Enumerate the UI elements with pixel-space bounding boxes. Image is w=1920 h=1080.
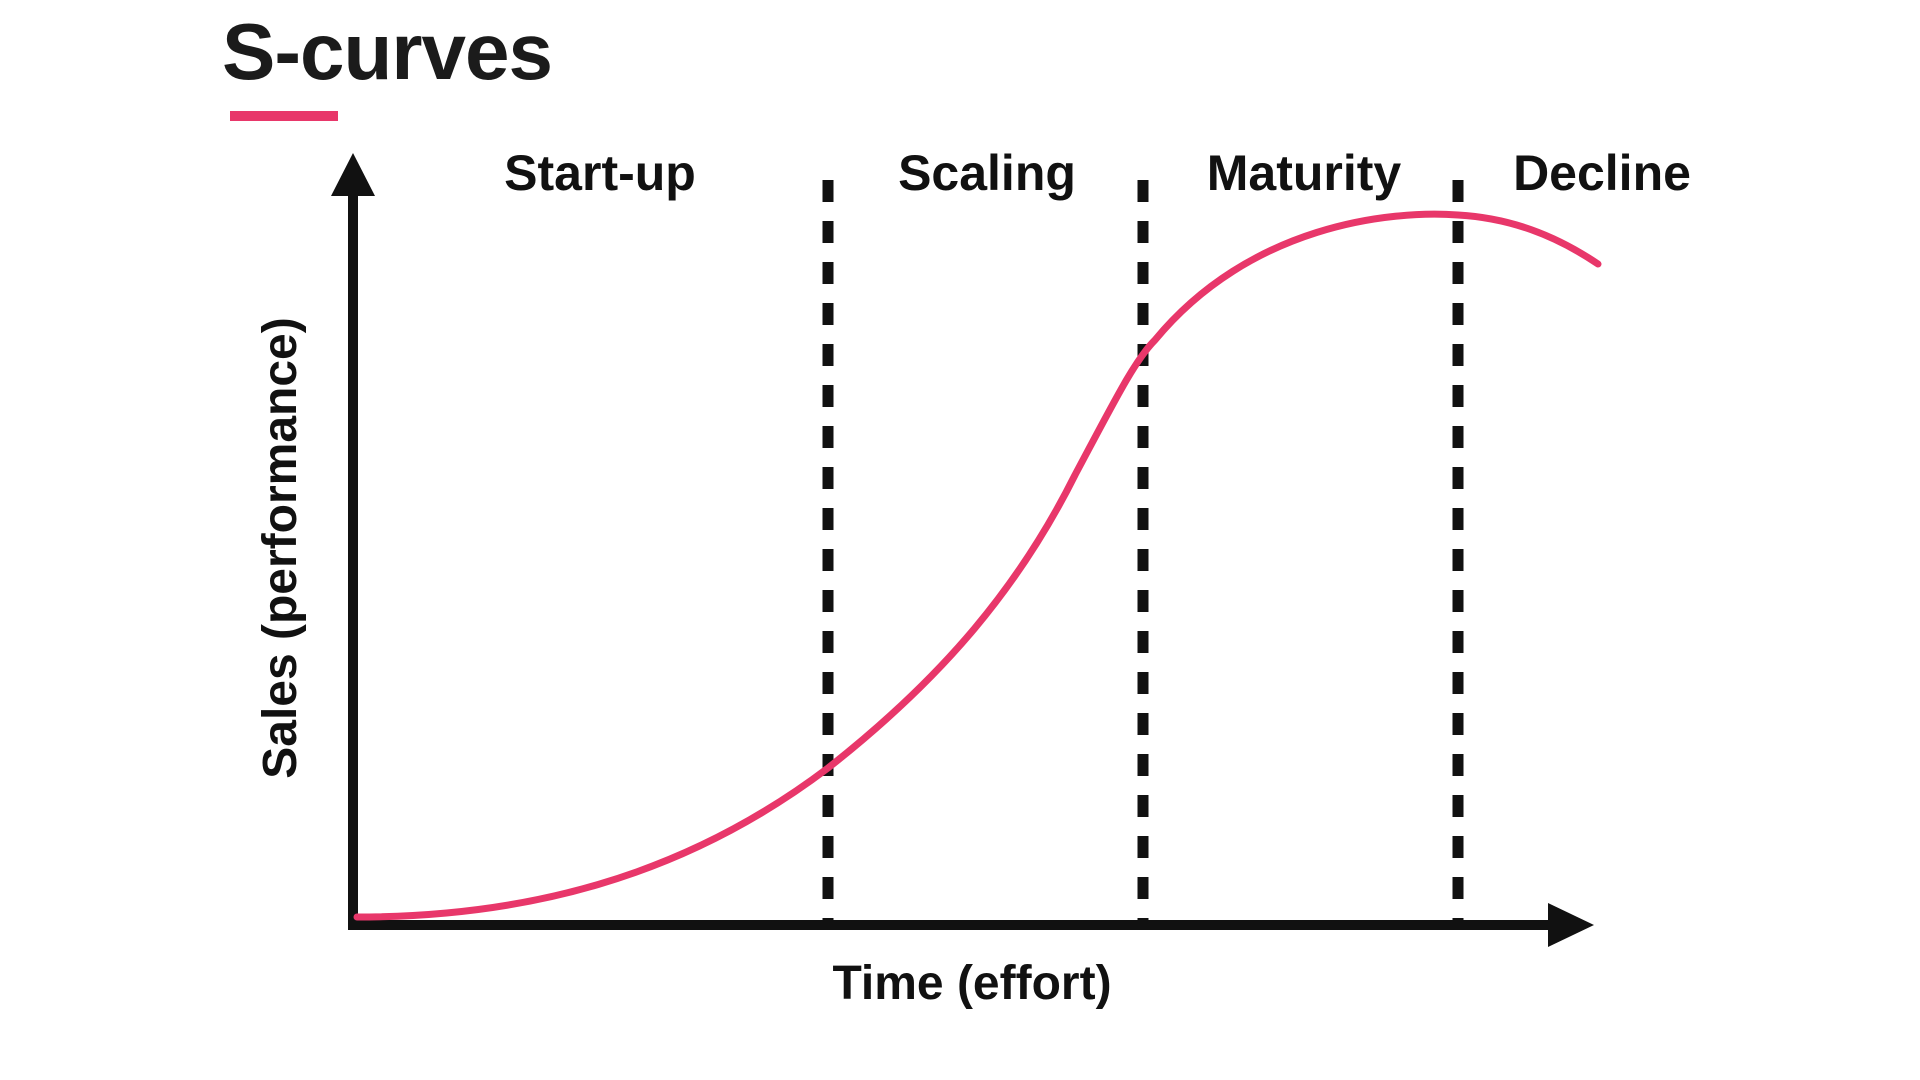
page-title: S-curves	[222, 7, 553, 96]
x-axis-arrowhead	[1548, 903, 1594, 947]
stage-label-decline: Decline	[1513, 145, 1691, 201]
stage-label-scaling: Scaling	[898, 145, 1076, 201]
title-underline	[230, 111, 338, 121]
stage-label-start-up: Start-up	[504, 145, 696, 201]
y-axis-arrowhead	[331, 153, 375, 196]
x-axis-label: Time (effort)	[832, 957, 1111, 1010]
s-curve-line	[353, 210, 1602, 921]
stage-label-maturity: Maturity	[1207, 145, 1402, 201]
y-axis-label: Sales (performance)	[254, 317, 307, 779]
